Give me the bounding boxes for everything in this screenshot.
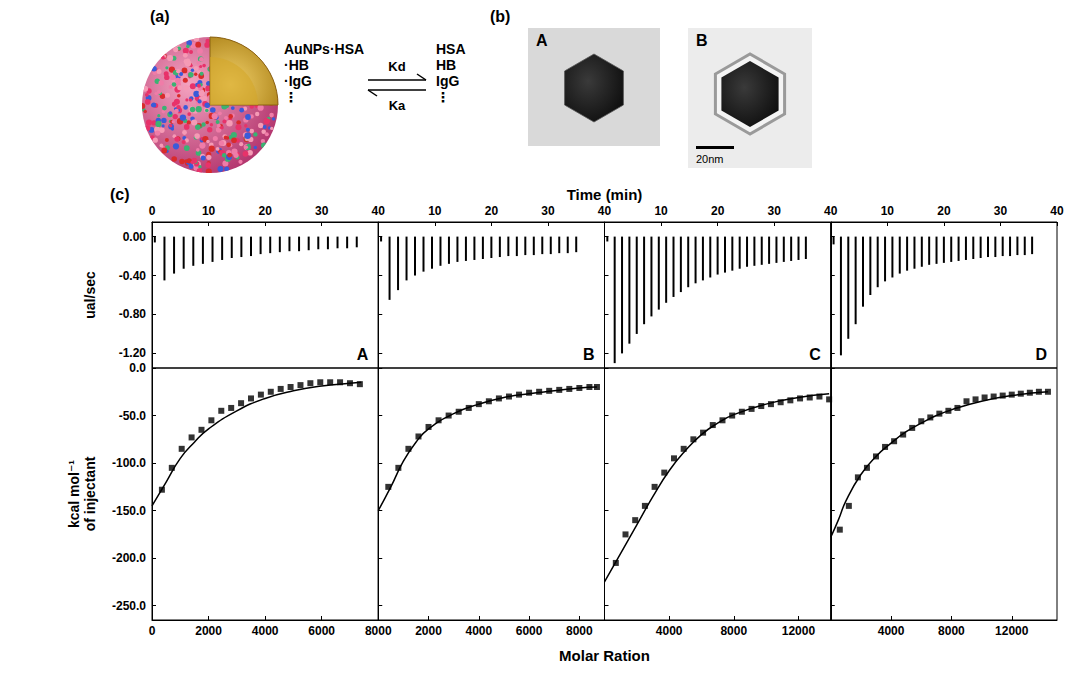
svg-text:20: 20 [485,204,499,218]
svg-text:10: 10 [881,204,895,218]
svg-text:10: 10 [202,204,216,218]
svg-text:-50.0: -50.0 [119,409,147,423]
svg-text:30: 30 [994,204,1008,218]
svg-text:-0.40: -0.40 [119,269,147,283]
svg-text:8000: 8000 [566,624,593,638]
svg-text:-250.0: -250.0 [112,599,146,613]
svg-text:0: 0 [149,624,156,638]
svg-text:-200.0: -200.0 [112,551,146,565]
svg-text:·HB: ·HB [284,57,309,73]
svg-text:C: C [809,346,821,363]
svg-text:HB: HB [436,57,456,73]
svg-text:4000: 4000 [878,624,905,638]
svg-text:⋮: ⋮ [436,89,450,105]
svg-text:·IgG: ·IgG [284,73,312,89]
svg-text:A: A [536,32,548,49]
svg-text:⋮: ⋮ [284,89,298,105]
svg-text:4000: 4000 [465,624,492,638]
svg-text:0: 0 [149,204,156,218]
svg-text:40: 40 [598,204,612,218]
svg-text:30: 30 [768,204,782,218]
svg-text:12000: 12000 [782,624,816,638]
svg-text:40: 40 [824,204,838,218]
svg-text:4000: 4000 [656,624,683,638]
svg-text:0.00: 0.00 [123,230,147,244]
svg-text:(b): (b) [490,8,510,25]
svg-text:0.0: 0.0 [129,361,146,375]
svg-text:12000: 12000 [995,624,1029,638]
svg-text:40: 40 [372,204,386,218]
svg-text:4000: 4000 [252,624,279,638]
svg-text:-1.20: -1.20 [119,346,147,360]
svg-text:(c): (c) [110,186,130,203]
svg-text:-150.0: -150.0 [112,504,146,518]
svg-text:B: B [696,32,708,49]
svg-text:(a): (a) [150,8,170,25]
svg-text:D: D [1035,346,1047,363]
svg-text:8000: 8000 [938,624,965,638]
svg-text:-0.80: -0.80 [119,307,147,321]
svg-text:kcal mol⁻¹: kcal mol⁻¹ [66,460,82,528]
svg-text:20: 20 [258,204,272,218]
svg-text:20: 20 [711,204,725,218]
svg-text:8000: 8000 [720,624,747,638]
svg-text:IgG: IgG [436,73,459,89]
svg-text:2000: 2000 [415,624,442,638]
svg-text:20: 20 [937,204,951,218]
svg-text:30: 30 [541,204,555,218]
svg-text:HSA: HSA [436,41,466,57]
svg-text:6000: 6000 [516,624,543,638]
svg-text:A: A [357,346,369,363]
svg-text:2000: 2000 [195,624,222,638]
svg-text:10: 10 [428,204,442,218]
svg-text:Kd: Kd [388,59,405,74]
svg-text:8000: 8000 [365,624,392,638]
svg-text:10: 10 [654,204,668,218]
svg-text:of injectant: of injectant [82,456,98,531]
svg-text:-100.0: -100.0 [112,456,146,470]
svg-text:40: 40 [1050,204,1064,218]
svg-text:AuNPs·HSA: AuNPs·HSA [284,41,364,57]
svg-text:20nm: 20nm [696,153,724,165]
svg-text:Ka: Ka [389,98,406,113]
svg-text:6000: 6000 [308,624,335,638]
svg-text:ual/sec: ual/sec [82,271,98,319]
svg-text:30: 30 [315,204,329,218]
svg-text:B: B [583,346,595,363]
svg-text:Time (min): Time (min) [567,186,643,203]
svg-text:Molar Ration: Molar Ration [559,647,650,664]
